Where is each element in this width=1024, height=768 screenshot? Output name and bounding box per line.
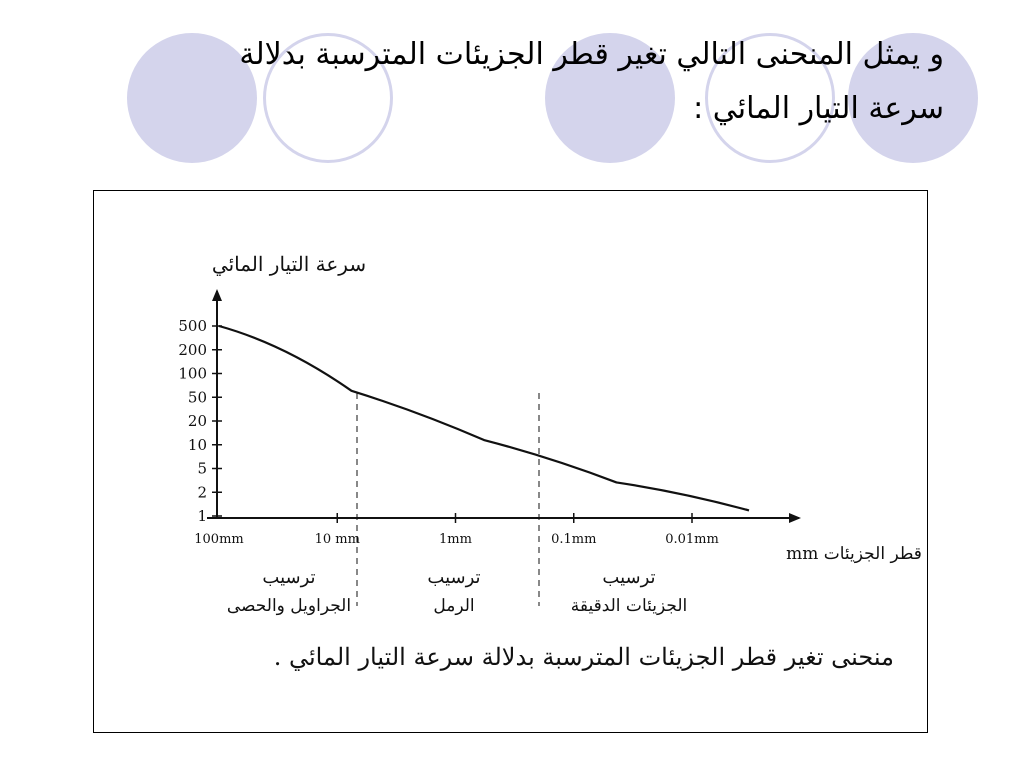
zone-label-line-1: ترسيب xyxy=(427,567,480,588)
x-axis-title: قطر الجزيئات mm xyxy=(786,544,922,564)
zone-label-line-2: الجزيئات الدقيقة xyxy=(571,596,688,616)
x-tick-label: 10 mm xyxy=(315,532,360,547)
y-tick-label: 500 xyxy=(178,317,207,335)
y-tick-label: 50 xyxy=(188,388,207,406)
slide-title: و يمثل المنحنى التالي تغير قطر الجزيئات … xyxy=(64,28,944,136)
slide-title-line-2: سرعة التيار المائي : xyxy=(693,91,944,126)
y-tick-label: 10 xyxy=(188,436,207,454)
zone-label-line-1: ترسيب xyxy=(262,567,315,588)
y-axis-arrow xyxy=(212,289,222,301)
decor-circle-3 xyxy=(848,33,978,163)
y-tick-label: 5 xyxy=(197,460,207,478)
zone-label-line-2: الرمل xyxy=(433,596,474,616)
x-tick-label: 100mm xyxy=(194,532,243,547)
chart-caption: منحنى تغير قطر الجزيئات المترسبة بدلالة … xyxy=(274,643,894,671)
y-tick-label: 200 xyxy=(178,341,207,359)
chart-frame: 500 200 100 50 20 10 5 2 1 100mm 10 mm 1mm 0.1mm 0.01… xyxy=(93,190,928,733)
decor-circle-2 xyxy=(545,33,675,163)
y-tick-label: 1 xyxy=(197,507,207,525)
y-axis-title: سرعة التيار المائي xyxy=(212,252,366,276)
series-line xyxy=(218,324,750,512)
x-tick-label: 0.01mm xyxy=(665,532,719,547)
decor-ring-1 xyxy=(263,33,393,163)
y-tick-label: 100 xyxy=(178,365,207,383)
y-tick-label: 20 xyxy=(188,412,207,430)
x-axis-arrow xyxy=(789,513,801,523)
x-tick-label: 1mm xyxy=(439,532,472,547)
decor-circle-1 xyxy=(127,33,257,163)
x-tick-label: 0.1mm xyxy=(551,532,596,547)
y-tick-label: 2 xyxy=(197,483,207,501)
zone-label-line-2: الجراويل والحصى xyxy=(227,596,351,616)
slide-title-line-1: و يمثل المنحنى التالي تغير قطر الجزيئات … xyxy=(239,37,944,72)
zone-label-line-1: ترسيب xyxy=(602,567,655,588)
decor-ring-2 xyxy=(705,33,835,163)
velocity-diameter-chart: 500 200 100 50 20 10 5 2 1 100mm 10 mm 1mm 0.1mm 0.01… xyxy=(178,252,922,671)
